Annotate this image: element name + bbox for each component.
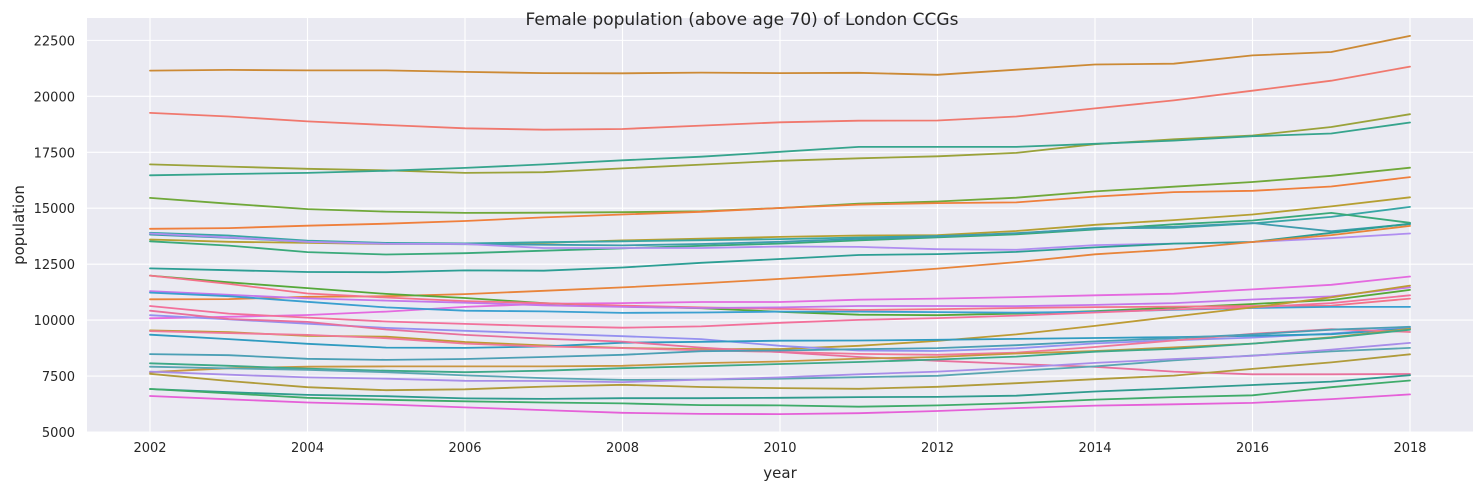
x-axis-label: year bbox=[763, 464, 797, 482]
series-line-32 bbox=[149, 379, 1411, 408]
series-line-26 bbox=[149, 327, 1411, 374]
chart-title: Female population (above age 70) of Lond… bbox=[526, 10, 959, 30]
series-line-14 bbox=[149, 275, 1411, 320]
y-tick-label: 10000 bbox=[34, 314, 75, 329]
series-line-30 bbox=[149, 353, 1411, 392]
x-tick-label: 2010 bbox=[763, 441, 796, 456]
y-tick-label: 17500 bbox=[34, 146, 75, 161]
y-tick-label: 5000 bbox=[42, 426, 75, 441]
y-tick-label: 22500 bbox=[34, 34, 75, 49]
x-tick-label: 2012 bbox=[921, 441, 954, 456]
x-tick-label: 2008 bbox=[606, 441, 639, 456]
series-line-29 bbox=[149, 342, 1411, 383]
series-line-6 bbox=[149, 176, 1411, 230]
series-line-2 bbox=[149, 65, 1411, 131]
y-axis-label: population bbox=[10, 185, 28, 265]
series-line-31 bbox=[149, 374, 1411, 400]
series-line-19 bbox=[149, 294, 1411, 329]
x-tick-label: 2016 bbox=[1236, 441, 1269, 456]
series-line-33 bbox=[149, 393, 1411, 415]
series-line-12 bbox=[149, 222, 1411, 274]
y-tick-label: 20000 bbox=[34, 90, 75, 105]
series-lines bbox=[149, 35, 1411, 415]
y-tick-label: 7500 bbox=[42, 370, 75, 385]
x-tick-label: 2014 bbox=[1078, 441, 1111, 456]
x-tick-label: 2004 bbox=[291, 441, 324, 456]
x-tick-labels: 2002 2004 2006 2008 2010 2012 2014 2016 2018 bbox=[133, 441, 1426, 456]
x-tick-label: 2006 bbox=[448, 441, 481, 456]
y-tick-label: 12500 bbox=[34, 258, 75, 273]
series-line-17 bbox=[149, 286, 1411, 309]
series-line-1 bbox=[149, 35, 1411, 76]
series-line-25 bbox=[149, 325, 1411, 361]
y-tick-labels: 5000 7500 10000 12500 15000 17500 20000 22500 bbox=[34, 34, 75, 441]
series-line-3 bbox=[149, 113, 1411, 174]
series-line-16 bbox=[149, 274, 1411, 311]
x-tick-label: 2002 bbox=[133, 441, 166, 456]
series-line-27 bbox=[149, 328, 1411, 374]
series-line-9 bbox=[149, 212, 1411, 256]
series-line-4 bbox=[149, 121, 1411, 177]
y-tick-label: 15000 bbox=[34, 202, 75, 217]
x-tick-label: 2018 bbox=[1393, 441, 1426, 456]
